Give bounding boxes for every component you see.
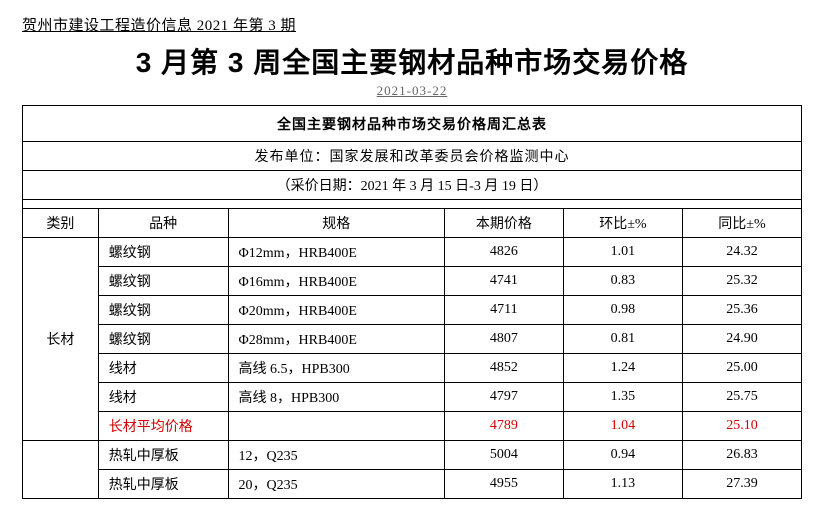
- cell-spec: Φ28mm，HRB400E: [228, 325, 444, 354]
- publish-date: 2021-03-22: [22, 83, 802, 99]
- cell-name: 线材: [98, 383, 228, 412]
- cell-yoy: 24.90: [682, 325, 801, 354]
- cell-name: 长材平均价格: [98, 412, 228, 441]
- cell-yoy: 25.75: [682, 383, 801, 412]
- page-title: 3 月第 3 周全国主要钢材品种市场交易价格: [22, 41, 802, 81]
- table-publisher: 发布单位：国家发展和改革委员会价格监测中心: [23, 142, 802, 171]
- cell-mom: 0.94: [563, 441, 682, 470]
- table-row: 热轧中厚板 20，Q235 4955 1.13 27.39: [23, 470, 802, 499]
- cell-name: 螺纹钢: [98, 325, 228, 354]
- cell-spec: [228, 412, 444, 441]
- cell-spec: Φ12mm，HRB400E: [228, 238, 444, 267]
- col-spec: 规格: [228, 209, 444, 238]
- cell-mom: 1.24: [563, 354, 682, 383]
- col-mom: 环比±%: [563, 209, 682, 238]
- table-row-average: 长材平均价格 4789 1.04 25.10: [23, 412, 802, 441]
- cell-spec: Φ16mm，HRB400E: [228, 267, 444, 296]
- table-row: 热轧中厚板 12，Q235 5004 0.94 26.83: [23, 441, 802, 470]
- cell-name: 螺纹钢: [98, 267, 228, 296]
- cell-yoy: 25.00: [682, 354, 801, 383]
- cell-price: 4741: [444, 267, 563, 296]
- cell-mom: 0.98: [563, 296, 682, 325]
- cell-spec: 12，Q235: [228, 441, 444, 470]
- price-table: 全国主要钢材品种市场交易价格周汇总表 发布单位：国家发展和改革委员会价格监测中心…: [22, 105, 802, 499]
- cell-mom: 1.35: [563, 383, 682, 412]
- cell-spec: 20，Q235: [228, 470, 444, 499]
- cell-price: 4797: [444, 383, 563, 412]
- cell-mom: 1.01: [563, 238, 682, 267]
- cell-mom: 0.83: [563, 267, 682, 296]
- cell-category: 长材: [23, 238, 99, 441]
- cell-name: 热轧中厚板: [98, 441, 228, 470]
- cell-yoy: 26.83: [682, 441, 801, 470]
- table-row: 线材 高线 6.5，HPB300 4852 1.24 25.00: [23, 354, 802, 383]
- cell-price: 4807: [444, 325, 563, 354]
- cell-yoy: 25.36: [682, 296, 801, 325]
- cell-name: 螺纹钢: [98, 238, 228, 267]
- cell-price: 4711: [444, 296, 563, 325]
- cell-spec: 高线 6.5，HPB300: [228, 354, 444, 383]
- table-row: 螺纹钢 Φ28mm，HRB400E 4807 0.81 24.90: [23, 325, 802, 354]
- table-collect-date: （采价日期：2021 年 3 月 15 日-3 月 19 日）: [23, 171, 802, 200]
- cell-yoy: 24.32: [682, 238, 801, 267]
- cell-spec: 高线 8，HPB300: [228, 383, 444, 412]
- table-row: 长材 螺纹钢 Φ12mm，HRB400E 4826 1.01 24.32: [23, 238, 802, 267]
- table-row: 线材 高线 8，HPB300 4797 1.35 25.75: [23, 383, 802, 412]
- cell-yoy: 25.10: [682, 412, 801, 441]
- table-row: 螺纹钢 Φ16mm，HRB400E 4741 0.83 25.32: [23, 267, 802, 296]
- cell-mom: 0.81: [563, 325, 682, 354]
- cell-mom: 1.04: [563, 412, 682, 441]
- col-category: 类别: [23, 209, 99, 238]
- cell-name: 螺纹钢: [98, 296, 228, 325]
- spacer: [23, 200, 802, 209]
- table-row: 螺纹钢 Φ20mm，HRB400E 4711 0.98 25.36: [23, 296, 802, 325]
- cell-price: 4955: [444, 470, 563, 499]
- table-title: 全国主要钢材品种市场交易价格周汇总表: [23, 106, 802, 142]
- cell-price: 4789: [444, 412, 563, 441]
- col-name: 品种: [98, 209, 228, 238]
- cell-spec: Φ20mm，HRB400E: [228, 296, 444, 325]
- cell-category: [23, 441, 99, 499]
- col-price: 本期价格: [444, 209, 563, 238]
- cell-mom: 1.13: [563, 470, 682, 499]
- cell-yoy: 25.32: [682, 267, 801, 296]
- cell-price: 5004: [444, 441, 563, 470]
- cell-price: 4852: [444, 354, 563, 383]
- cell-name: 热轧中厚板: [98, 470, 228, 499]
- cell-yoy: 27.39: [682, 470, 801, 499]
- table-header-row: 类别 品种 规格 本期价格 环比±% 同比±%: [23, 209, 802, 238]
- cell-name: 线材: [98, 354, 228, 383]
- cell-price: 4826: [444, 238, 563, 267]
- col-yoy: 同比±%: [682, 209, 801, 238]
- publication-header: 贺州市建设工程造价信息 2021 年第 3 期: [22, 14, 802, 35]
